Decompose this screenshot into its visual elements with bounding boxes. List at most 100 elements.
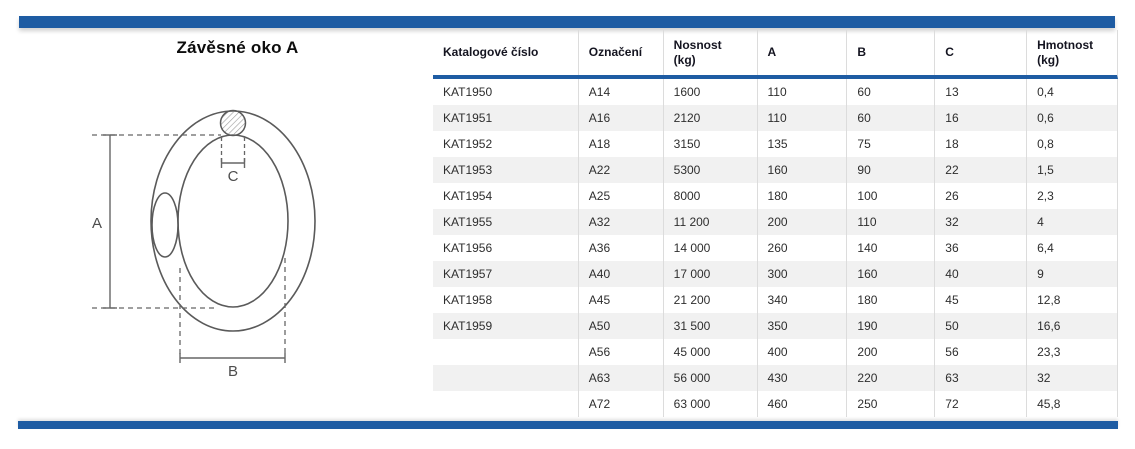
column-header: Označení — [577, 30, 663, 75]
table-cell — [433, 391, 578, 417]
table-cell: 50 — [934, 313, 1026, 339]
table-cell: 300 — [756, 261, 847, 287]
table-cell: 21 200 — [662, 287, 757, 313]
table-cell: 460 — [756, 391, 847, 417]
table-cell: A63 — [577, 365, 663, 391]
table-cell: A72 — [577, 391, 663, 417]
table-cell: 60 — [846, 79, 934, 105]
table-cell: A22 — [577, 157, 663, 183]
table-cell: A25 — [577, 183, 663, 209]
table-cell: A50 — [577, 313, 663, 339]
column-header: A — [756, 30, 847, 75]
table-cell: 180 — [756, 183, 847, 209]
table-cell — [433, 339, 578, 365]
column-header-label: C — [945, 45, 954, 59]
table-cell: 340 — [756, 287, 847, 313]
column-header: C — [934, 30, 1026, 75]
table-cell: KAT1958 — [443, 293, 493, 307]
table-cell: A16 — [577, 105, 663, 131]
table-cell: 63 000 — [662, 391, 757, 417]
table-cell: 72 — [934, 391, 1026, 417]
table-cell: 22 — [934, 157, 1026, 183]
table-cell: KAT1951 — [443, 111, 493, 125]
table-row: A72 63 000 460 250 72 45,8 — [433, 391, 1118, 417]
table-row: KAT1954 A25 8000 180 100 26 2,3 — [433, 183, 1118, 209]
table-cell: 350 — [756, 313, 847, 339]
table-cell: 17 000 — [662, 261, 757, 287]
table-cell: 63 — [934, 365, 1026, 391]
table-cell: A56 — [577, 339, 663, 365]
table-cell: 45 000 — [662, 339, 757, 365]
table-cell: 16,6 — [1026, 313, 1117, 339]
table-cell: 110 — [846, 209, 934, 235]
table-cell: KAT1953 — [443, 163, 493, 177]
table-cell: A18 — [577, 131, 663, 157]
bottom-divider-bar — [18, 421, 1118, 429]
table-row: KAT1959 A50 31 500 350 190 50 16,6 — [433, 313, 1118, 339]
table-cell: 140 — [846, 235, 934, 261]
table-cell: 5300 — [662, 157, 757, 183]
table-cell: 1,5 — [1026, 157, 1117, 183]
table-cell: A32 — [577, 209, 663, 235]
table-cell: 260 — [756, 235, 847, 261]
table-cell: 32 — [934, 209, 1026, 235]
table-cell — [433, 365, 578, 391]
table-cell: 2120 — [662, 105, 757, 131]
column-header: B — [846, 30, 934, 75]
table-cell: KAT1950 — [443, 85, 493, 99]
table-cell: 180 — [846, 287, 934, 313]
table-cell: A40 — [577, 261, 663, 287]
table-row: KAT1957 A40 17 000 300 160 40 9 — [433, 261, 1118, 287]
table-cell: KAT1959 — [443, 319, 493, 333]
table-row: KAT1951 A16 2120 110 60 16 0,6 — [433, 105, 1118, 131]
table-cell: A14 — [577, 79, 663, 105]
table-cell: 100 — [846, 183, 934, 209]
table-cell: 40 — [934, 261, 1026, 287]
table-cell: KAT1956 — [443, 241, 493, 255]
ring-inner-outline — [177, 134, 289, 308]
table-cell: 56 — [934, 339, 1026, 365]
table-cell: 2,3 — [1026, 183, 1117, 209]
table-body: KAT1950 A14 1600 110 60 13 0,4 KAT1951 A16 2120 11… — [433, 79, 1118, 417]
table-cell: KAT1952 — [443, 137, 493, 151]
column-header-label: Nosnost (kg) — [673, 37, 722, 67]
table-cell: 220 — [846, 365, 934, 391]
column-header-label: Katalogové číslo — [443, 45, 539, 59]
bar-cross-section-hatched — [219, 109, 247, 137]
table-cell: 56 000 — [662, 365, 757, 391]
table-cell: 0,8 — [1026, 131, 1117, 157]
table-row: KAT1953 A22 5300 160 90 22 1,5 — [433, 157, 1118, 183]
top-divider-bar — [19, 16, 1115, 28]
table-cell: 400 — [756, 339, 847, 365]
table-cell: 23,3 — [1026, 339, 1117, 365]
table-cell: 190 — [846, 313, 934, 339]
table-cell: 110 — [756, 105, 847, 131]
table-cell: KAT1955 — [443, 215, 493, 229]
column-header: Katalogové číslo — [433, 30, 578, 75]
table-cell: 110 — [756, 79, 847, 105]
table-cell: 0,4 — [1026, 79, 1117, 105]
table-row: KAT1958 A45 21 200 340 180 45 12,8 — [433, 287, 1118, 313]
dimension-b-label: B — [228, 363, 238, 380]
table-cell: A36 — [577, 235, 663, 261]
table-row: KAT1952 A18 3150 135 75 18 0,8 — [433, 131, 1118, 157]
table-row: KAT1950 A14 1600 110 60 13 0,4 — [433, 79, 1118, 105]
column-header-label: A — [767, 45, 777, 59]
table-row: KAT1956 A36 14 000 260 140 36 6,4 — [433, 235, 1118, 261]
product-title: Závěsné oko A — [176, 38, 299, 57]
column-header-label: B — [857, 45, 867, 59]
table-cell: KAT1954 — [443, 189, 493, 203]
column-header-label: Hmotnost (kg) — [1037, 37, 1094, 67]
table-cell: 0,6 — [1026, 105, 1117, 131]
table-cell: 16 — [934, 105, 1026, 131]
dimension-c-label: C — [228, 168, 239, 185]
table-cell: 8000 — [662, 183, 757, 209]
table-cell: 14 000 — [662, 235, 757, 261]
table-cell: KAT1957 — [443, 267, 493, 281]
table-cell: 200 — [756, 209, 847, 235]
table-cell: 60 — [846, 105, 934, 131]
table-cell: 160 — [846, 261, 934, 287]
table-cell: 90 — [846, 157, 934, 183]
table-cell: 45,8 — [1026, 391, 1117, 417]
